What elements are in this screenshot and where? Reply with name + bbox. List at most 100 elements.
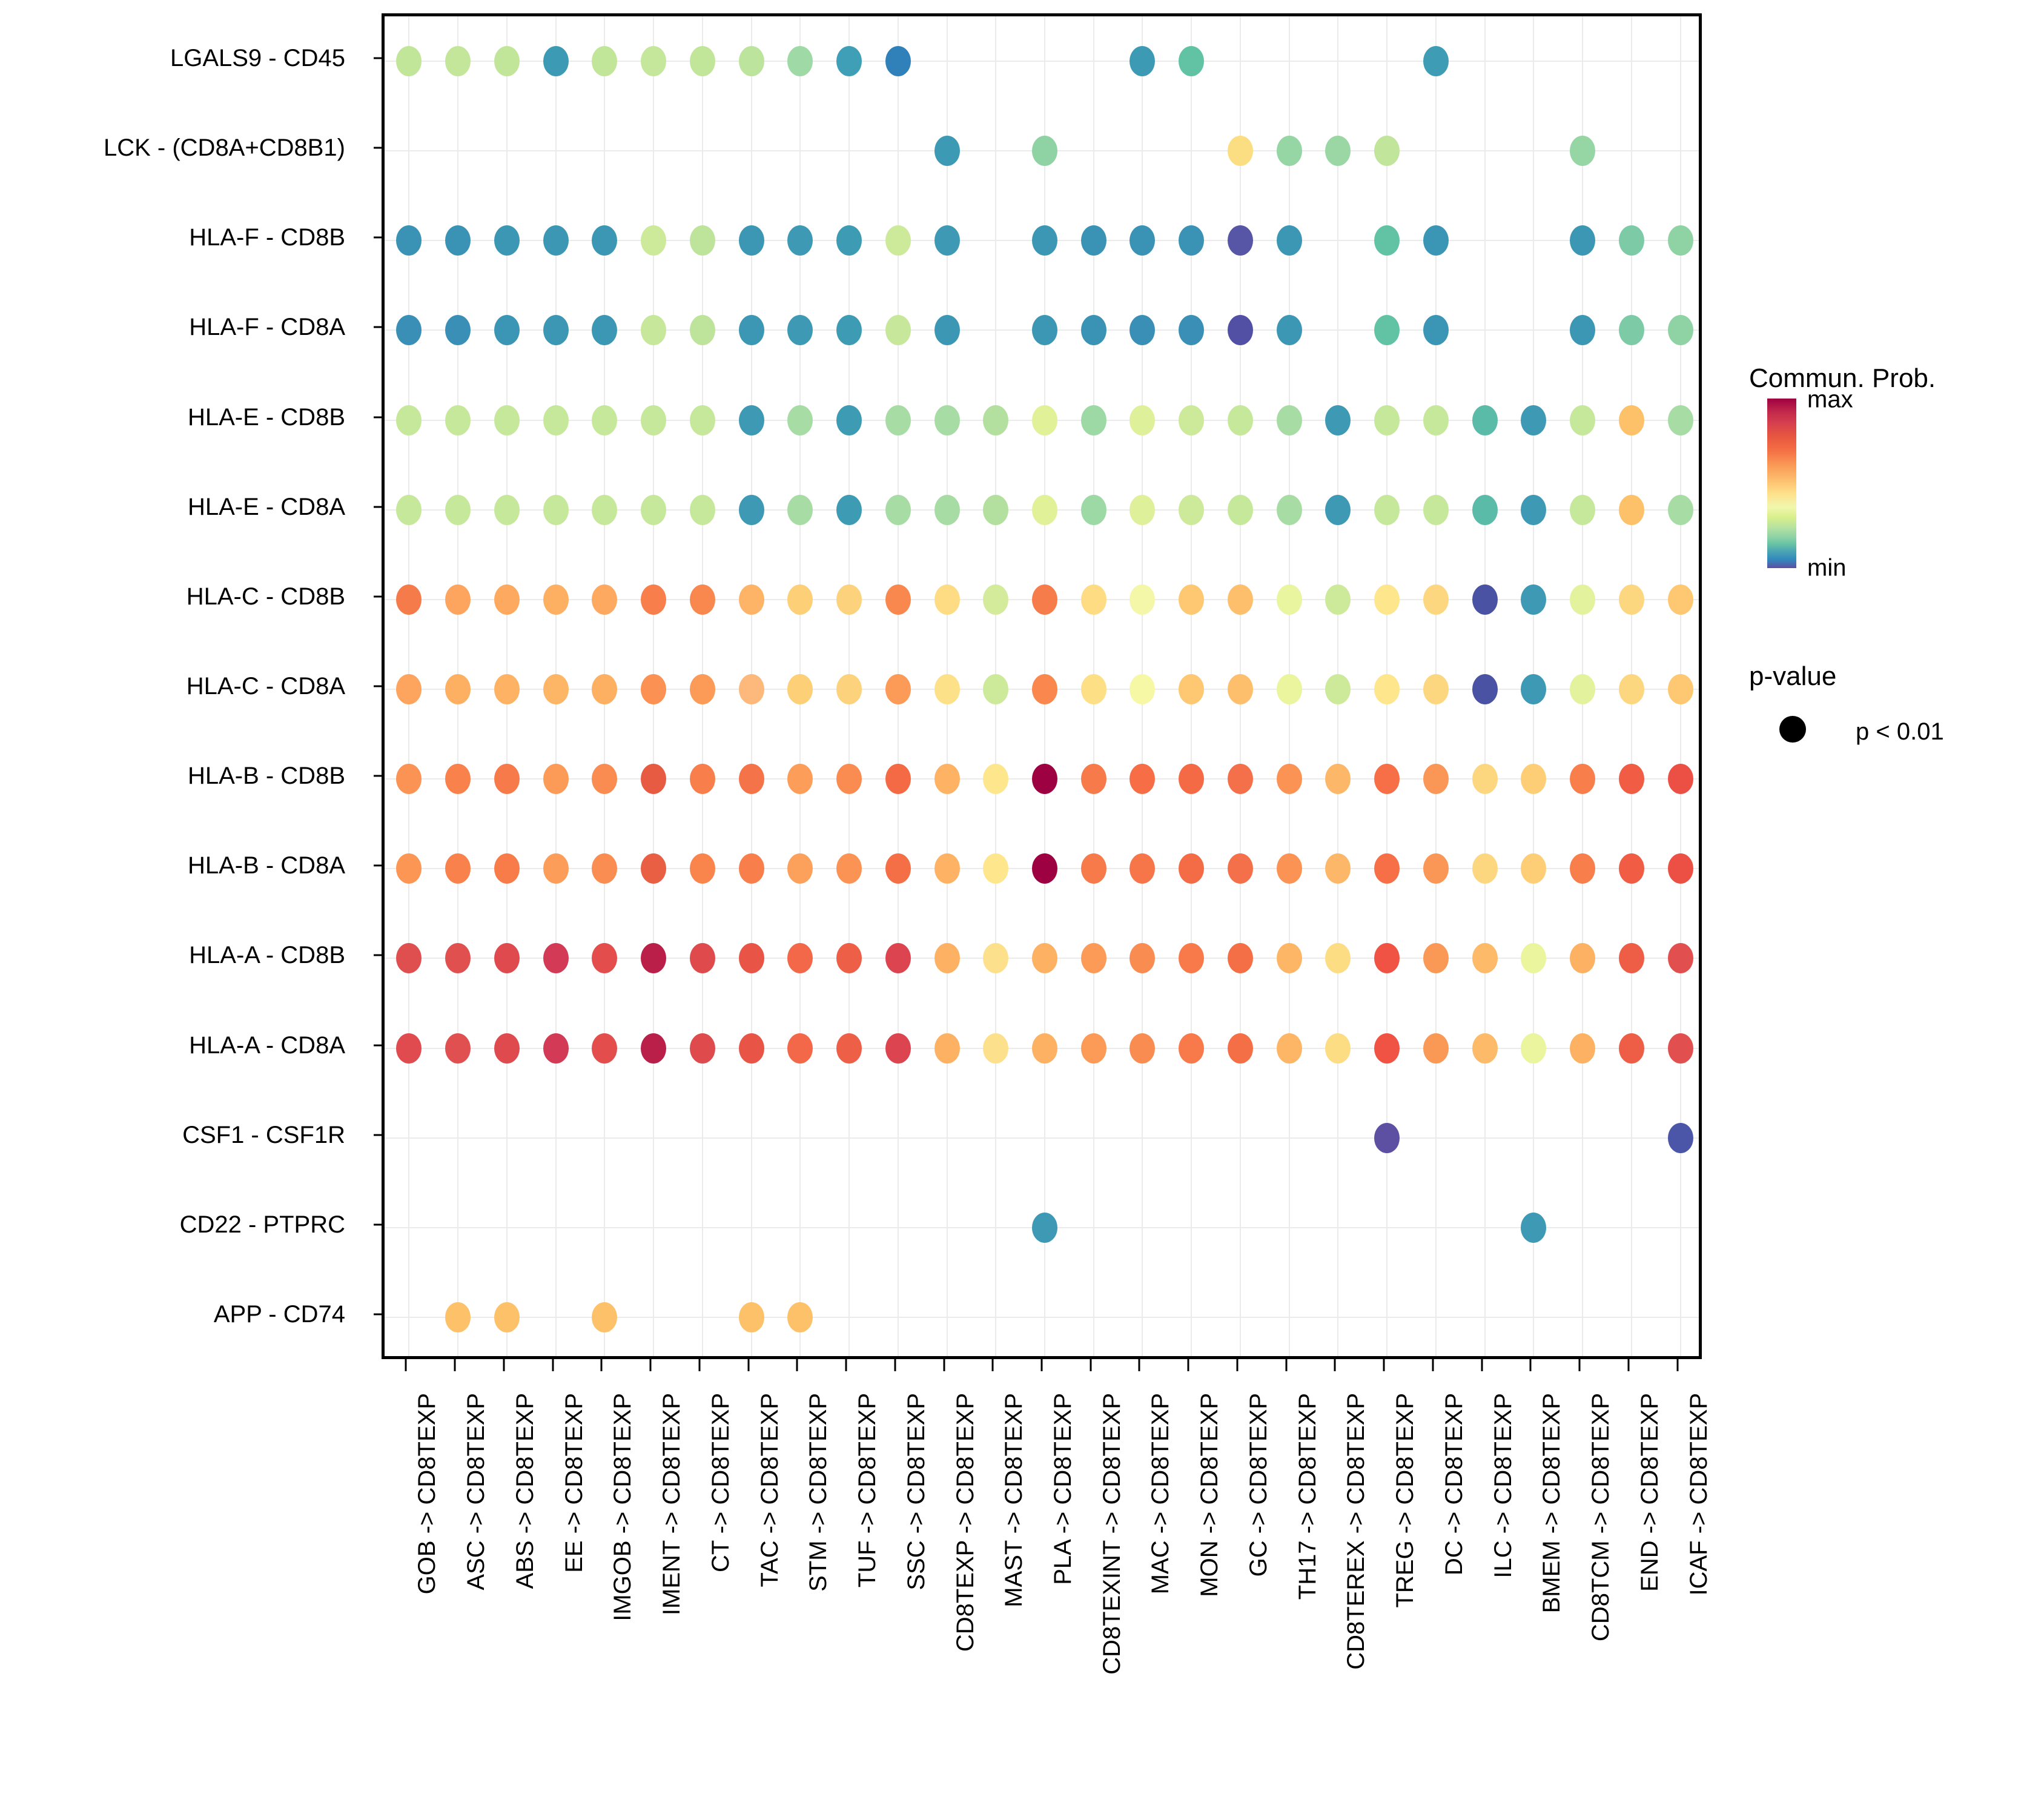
data-point-dot[interactable] xyxy=(934,494,960,525)
data-point-dot[interactable] xyxy=(543,1033,569,1064)
data-point-dot[interactable] xyxy=(1618,943,1644,974)
data-point-dot[interactable] xyxy=(836,674,862,704)
data-point-dot[interactable] xyxy=(1570,315,1596,346)
data-point-dot[interactable] xyxy=(836,584,862,615)
data-point-dot[interactable] xyxy=(1227,943,1253,974)
data-point-dot[interactable] xyxy=(1325,853,1351,884)
data-point-dot[interactable] xyxy=(934,853,960,884)
data-point-dot[interactable] xyxy=(689,1033,715,1064)
data-point-dot[interactable] xyxy=(1667,225,1693,256)
data-point-dot[interactable] xyxy=(689,943,715,974)
data-point-dot[interactable] xyxy=(543,674,569,704)
data-point-dot[interactable] xyxy=(445,1033,471,1064)
data-point-dot[interactable] xyxy=(1227,494,1253,525)
data-point-dot[interactable] xyxy=(787,764,813,795)
data-point-dot[interactable] xyxy=(934,405,960,435)
data-point-dot[interactable] xyxy=(641,674,667,704)
data-point-dot[interactable] xyxy=(836,494,862,525)
data-point-dot[interactable] xyxy=(641,494,667,525)
data-point-dot[interactable] xyxy=(885,853,911,884)
data-point-dot[interactable] xyxy=(1521,405,1547,435)
data-point-dot[interactable] xyxy=(1179,315,1205,346)
data-point-dot[interactable] xyxy=(1276,225,1302,256)
data-point-dot[interactable] xyxy=(1325,674,1351,704)
data-point-dot[interactable] xyxy=(1325,1033,1351,1064)
data-point-dot[interactable] xyxy=(934,764,960,795)
data-point-dot[interactable] xyxy=(1667,584,1693,615)
data-point-dot[interactable] xyxy=(1570,584,1596,615)
data-point-dot[interactable] xyxy=(787,46,813,77)
data-point-dot[interactable] xyxy=(1374,136,1400,167)
data-point-dot[interactable] xyxy=(1423,46,1449,77)
data-point-dot[interactable] xyxy=(1032,1212,1057,1243)
data-point-dot[interactable] xyxy=(445,764,471,795)
data-point-dot[interactable] xyxy=(1325,764,1351,795)
data-point-dot[interactable] xyxy=(738,1033,764,1064)
data-point-dot[interactable] xyxy=(1032,136,1057,167)
data-point-dot[interactable] xyxy=(836,315,862,346)
data-point-dot[interactable] xyxy=(1227,584,1253,615)
data-point-dot[interactable] xyxy=(983,405,1009,435)
data-point-dot[interactable] xyxy=(592,1033,618,1064)
data-point-dot[interactable] xyxy=(738,225,764,256)
data-point-dot[interactable] xyxy=(1667,674,1693,704)
data-point-dot[interactable] xyxy=(1179,584,1205,615)
data-point-dot[interactable] xyxy=(1179,46,1205,77)
data-point-dot[interactable] xyxy=(1032,943,1057,974)
data-point-dot[interactable] xyxy=(1374,1122,1400,1153)
data-point-dot[interactable] xyxy=(983,943,1009,974)
data-point-dot[interactable] xyxy=(1179,764,1205,795)
data-point-dot[interactable] xyxy=(983,853,1009,884)
data-point-dot[interactable] xyxy=(494,494,520,525)
data-point-dot[interactable] xyxy=(1032,1033,1057,1064)
data-point-dot[interactable] xyxy=(494,943,520,974)
data-point-dot[interactable] xyxy=(1179,225,1205,256)
data-point-dot[interactable] xyxy=(885,315,911,346)
data-point-dot[interactable] xyxy=(592,405,618,435)
data-point-dot[interactable] xyxy=(396,1033,422,1064)
data-point-dot[interactable] xyxy=(396,764,422,795)
data-point-dot[interactable] xyxy=(787,315,813,346)
data-point-dot[interactable] xyxy=(1080,1033,1106,1064)
data-point-dot[interactable] xyxy=(934,225,960,256)
data-point-dot[interactable] xyxy=(641,46,667,77)
data-point-dot[interactable] xyxy=(1080,225,1106,256)
data-point-dot[interactable] xyxy=(494,1302,520,1332)
data-point-dot[interactable] xyxy=(934,584,960,615)
data-point-dot[interactable] xyxy=(1325,584,1351,615)
data-point-dot[interactable] xyxy=(445,853,471,884)
data-point-dot[interactable] xyxy=(445,46,471,77)
data-point-dot[interactable] xyxy=(1227,315,1253,346)
data-point-dot[interactable] xyxy=(1032,764,1057,795)
data-point-dot[interactable] xyxy=(836,853,862,884)
data-point-dot[interactable] xyxy=(1227,225,1253,256)
data-point-dot[interactable] xyxy=(396,853,422,884)
data-point-dot[interactable] xyxy=(983,764,1009,795)
data-point-dot[interactable] xyxy=(445,405,471,435)
data-point-dot[interactable] xyxy=(689,584,715,615)
data-point-dot[interactable] xyxy=(1423,764,1449,795)
data-point-dot[interactable] xyxy=(1179,674,1205,704)
data-point-dot[interactable] xyxy=(641,943,667,974)
data-point-dot[interactable] xyxy=(1423,315,1449,346)
data-point-dot[interactable] xyxy=(1129,46,1156,77)
data-point-dot[interactable] xyxy=(1521,584,1547,615)
data-point-dot[interactable] xyxy=(1570,853,1596,884)
data-point-dot[interactable] xyxy=(885,584,911,615)
data-point-dot[interactable] xyxy=(1374,315,1400,346)
data-point-dot[interactable] xyxy=(885,943,911,974)
data-point-dot[interactable] xyxy=(689,674,715,704)
data-point-dot[interactable] xyxy=(885,46,911,77)
data-point-dot[interactable] xyxy=(836,1033,862,1064)
data-point-dot[interactable] xyxy=(1618,674,1644,704)
data-point-dot[interactable] xyxy=(885,225,911,256)
data-point-dot[interactable] xyxy=(1570,1033,1596,1064)
data-point-dot[interactable] xyxy=(1179,943,1205,974)
data-point-dot[interactable] xyxy=(787,405,813,435)
data-point-dot[interactable] xyxy=(738,405,764,435)
data-point-dot[interactable] xyxy=(1179,494,1205,525)
data-point-dot[interactable] xyxy=(885,405,911,435)
data-point-dot[interactable] xyxy=(1521,764,1547,795)
data-point-dot[interactable] xyxy=(1032,405,1057,435)
data-point-dot[interactable] xyxy=(1423,494,1449,525)
